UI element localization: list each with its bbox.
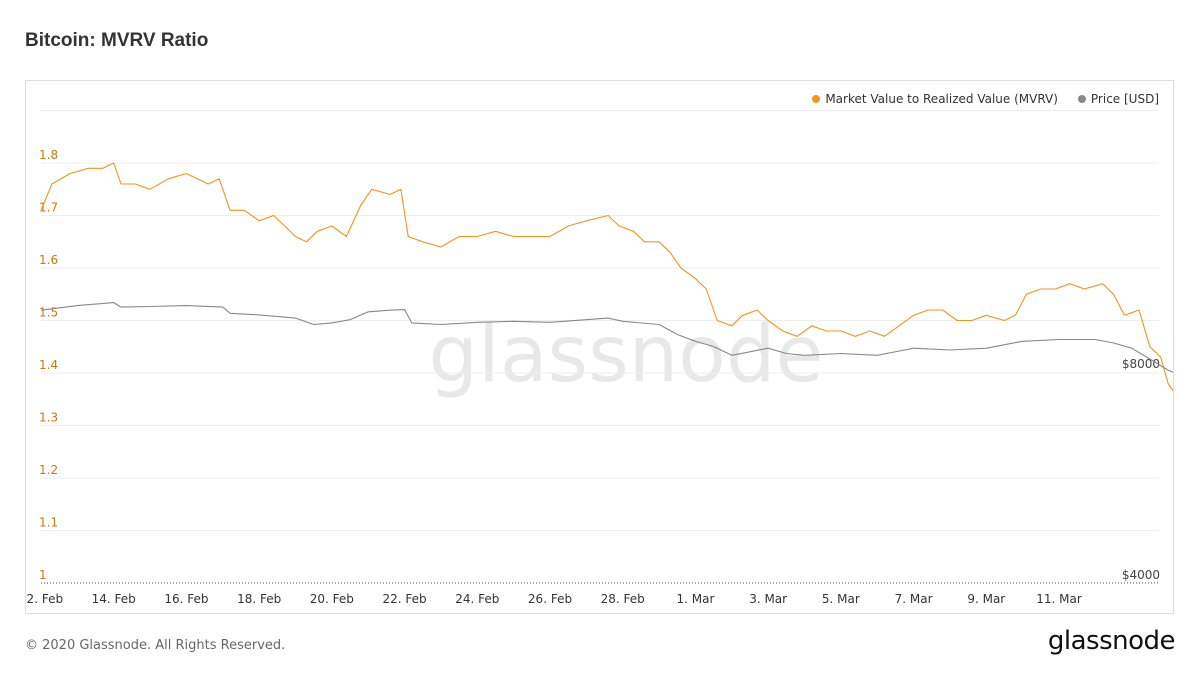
x-tick-label: 11. Mar [1036,592,1082,606]
legend: Market Value to Realized Value (MVRV) Pri… [812,92,1159,106]
x-tick-label: 14. Feb [92,592,136,606]
page-title: Bitcoin: MVRV Ratio [25,30,209,51]
copyright-text: © 2020 Glassnode. All Rights Reserved. [25,638,286,653]
x-tick-label: 1. Mar [676,592,714,606]
x-tick-label: 24. Feb [455,592,499,606]
y-left-tick-label: 1.4 [39,358,58,372]
watermark: glassnode [429,310,824,400]
x-tick-label: 22. Feb [382,592,426,606]
x-tick-label: 16. Feb [164,592,208,606]
mvrv-series-line [40,162,1173,392]
legend-item-price[interactable]: Price [USD] [1077,92,1159,106]
x-tick-label: 9. Mar [967,592,1005,606]
y-left-tick-label: 1.2 [39,463,58,477]
legend-dot-icon [812,95,821,103]
x-tick-label: 20. Feb [310,592,354,606]
x-tick-label: 18. Feb [237,592,281,606]
chart-frame: glassnode 1 1.1 1.2 1.3 1.4 1.5 1.6 1.7 1.8 $4000… [25,80,1174,614]
y-left-tick-label: 1.1 [39,516,58,530]
legend-label: Price [USD] [1090,92,1159,106]
y-left-tick-label: 1.6 [39,253,58,267]
y-left-tick-label: 1.5 [39,306,58,320]
legend-item-mvrv[interactable]: Market Value to Realized Value (MVRV) [812,92,1058,106]
x-tick-label: 5. Mar [822,592,860,606]
y-right-tick-label: $4000 [1122,568,1160,582]
legend-label: Market Value to Realized Value (MVRV) [825,92,1058,106]
x-tick-label: 12. Feb [26,592,63,606]
y-right-tick-label: $8000 [1122,357,1160,371]
x-tick-label: 26. Feb [528,592,572,606]
y-left-tick-label: 1 [39,568,47,582]
glassnode-logo: glassnode [1047,626,1176,656]
x-tick-label: 28. Feb [601,592,645,606]
y-left-tick-label: 1.8 [39,148,58,162]
legend-dot-icon [1077,95,1086,103]
x-tick-label: 7. Mar [895,592,933,606]
mvrv-chart: glassnode 11.11.21.31.41.51.61.71.8$4000… [26,110,1173,606]
price-series-line [40,302,1173,373]
y-left-tick-label: 1.3 [39,411,58,425]
x-tick-label: 3. Mar [749,592,787,606]
